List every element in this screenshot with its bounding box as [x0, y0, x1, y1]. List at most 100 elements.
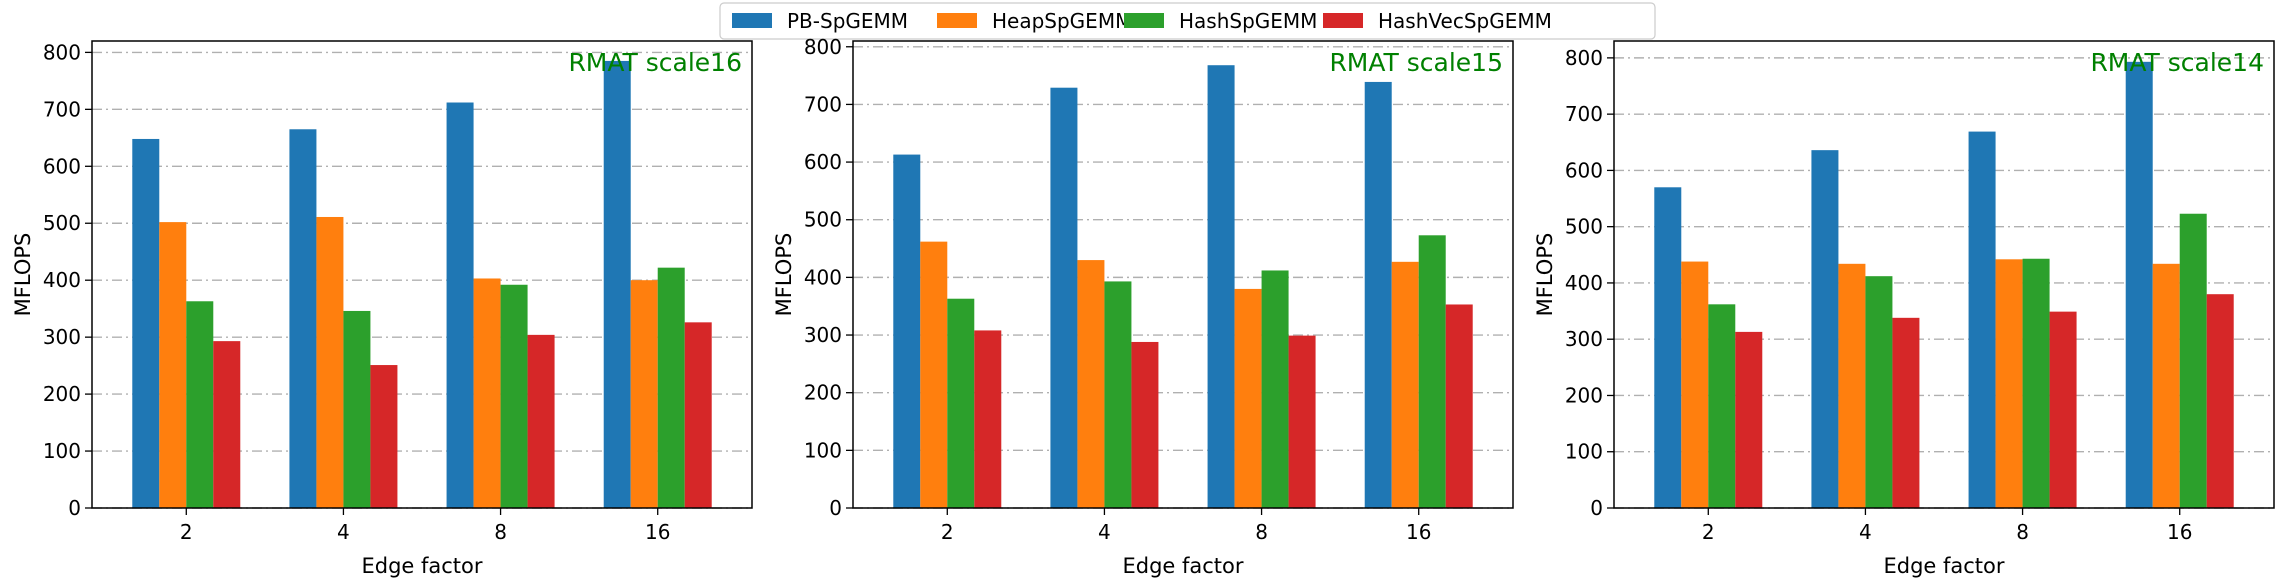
y-tick-label: 700 [1565, 102, 1603, 126]
y-tick-label: 200 [804, 381, 842, 405]
bar-hashvecspgemm-8 [527, 334, 555, 508]
y-tick-label: 500 [43, 211, 81, 235]
bar-heapspgemm-16 [1391, 261, 1419, 508]
y-tick-label: 700 [43, 97, 81, 121]
y-axis-label: MFLOPS [1533, 233, 1557, 317]
y-tick-label: 100 [1565, 440, 1603, 464]
x-tick-label: 2 [180, 520, 193, 544]
bar-pb-spgemm-4 [1050, 87, 1078, 508]
bar-heapspgemm-8 [1234, 288, 1262, 508]
bar-hashspgemm-8 [2022, 258, 2050, 508]
chart-panel-rmat-scale15: 0 100 200 300 400 500 600 700 800 2 4 8 16 Edge facto… [772, 35, 1514, 578]
y-tick-label: 800 [43, 40, 81, 64]
legend-label-pb-spgemm: PB-SpGEMM [787, 9, 908, 33]
y-tick-label: 300 [1565, 327, 1603, 351]
chart-panel-rmat-scale16: 0 100 200 300 400 500 600 700 800 2 4 8 16 Edge facto… [11, 40, 753, 578]
y-tick-label: 700 [804, 92, 842, 116]
x-tick-label: 2 [941, 520, 954, 544]
legend-swatch-heapspgemm [937, 13, 977, 28]
plot-frame [852, 40, 1514, 509]
panel-title: RMAT scale15 [1329, 48, 1503, 77]
plot-frame [1613, 40, 2275, 509]
bar-pb-spgemm-8 [1207, 65, 1235, 508]
x-tick-label: 4 [1859, 520, 1872, 544]
y-tick-label: 400 [804, 265, 842, 289]
x-tick-label: 2 [1702, 520, 1715, 544]
bar-hashspgemm-8 [1261, 270, 1289, 508]
y-tick-label: 600 [43, 154, 81, 178]
bar-heapspgemm-16 [630, 280, 658, 508]
legend-box [719, 2, 1656, 40]
y-tick-label: 0 [829, 496, 842, 520]
bar-hashspgemm-16 [1418, 235, 1446, 509]
y-tick-label: 800 [1565, 46, 1603, 70]
y-tick-label: 400 [43, 268, 81, 292]
bar-heapspgemm-2 [159, 222, 187, 509]
y-tick-label: 600 [804, 150, 842, 174]
bar-hashvecspgemm-16 [1445, 304, 1473, 508]
bar-hashvecspgemm-16 [2206, 294, 2234, 508]
bar-hashspgemm-2 [947, 298, 975, 508]
legend-swatch-hashspgemm [1124, 13, 1164, 28]
y-tick-label: 300 [804, 323, 842, 347]
plot-frame [91, 40, 753, 509]
bar-pb-spgemm-8 [446, 102, 474, 508]
bar-heapspgemm-4 [1077, 260, 1105, 508]
bar-pb-spgemm-4 [289, 129, 317, 508]
bar-hashspgemm-4 [1104, 281, 1132, 508]
bar-hashvecspgemm-2 [974, 330, 1002, 508]
bar-heapspgemm-4 [1838, 263, 1866, 508]
bar-heapspgemm-8 [473, 278, 501, 508]
bar-hashvecspgemm-8 [1288, 335, 1316, 508]
x-tick-label: 8 [2016, 520, 2029, 544]
bar-pb-spgemm-2 [1654, 187, 1682, 508]
bar-heapspgemm-2 [920, 241, 948, 509]
bar-heapspgemm-4 [316, 216, 344, 509]
bar-pb-spgemm-2 [893, 154, 921, 508]
y-tick-label: 100 [804, 438, 842, 462]
x-tick-label: 16 [645, 520, 670, 544]
bar-hashspgemm-2 [186, 301, 214, 508]
x-tick-label: 16 [1406, 520, 1431, 544]
y-tick-label: 500 [804, 208, 842, 232]
y-tick-label: 200 [1565, 383, 1603, 407]
y-tick-label: 100 [43, 439, 81, 463]
bar-hashspgemm-4 [343, 310, 371, 508]
bar-hashvecspgemm-4 [1892, 317, 1920, 508]
bar-hashvecspgemm-4 [370, 365, 398, 508]
x-tick-label: 8 [1255, 520, 1268, 544]
bar-hashspgemm-4 [1865, 276, 1893, 508]
x-axis-label: Edge factor [1122, 554, 1243, 578]
y-tick-label: 600 [1565, 158, 1603, 182]
y-tick-label: 300 [43, 325, 81, 349]
bar-pb-spgemm-16 [2125, 61, 2153, 508]
bar-hashspgemm-16 [657, 267, 685, 508]
legend-swatch-pb-spgemm [732, 13, 772, 28]
legend-label-heapspgemm: HeapSpGEMM [992, 9, 1132, 33]
bar-pb-spgemm-16 [1364, 81, 1392, 508]
x-tick-label: 4 [1098, 520, 1111, 544]
panel-title: RMAT scale14 [2090, 48, 2264, 77]
y-tick-label: 500 [1565, 215, 1603, 239]
bar-pb-spgemm-16 [603, 60, 631, 509]
legend-swatch-hashvecspgemm [1323, 13, 1363, 28]
bar-hashspgemm-8 [500, 284, 528, 508]
bar-hashspgemm-16 [2179, 213, 2207, 508]
bar-hashvecspgemm-16 [684, 322, 712, 508]
bar-heapspgemm-2 [1681, 261, 1709, 508]
y-axis-label: MFLOPS [11, 233, 35, 317]
y-tick-label: 200 [43, 382, 81, 406]
bar-pb-spgemm-8 [1968, 131, 1996, 509]
y-tick-label: 0 [1590, 496, 1603, 520]
legend: PB-SpGEMM HeapSpGEMM HashSpGEMM HashVecSpGE… [719, 2, 1656, 40]
x-tick-label: 8 [494, 520, 507, 544]
x-tick-label: 4 [337, 520, 350, 544]
panel-title: RMAT scale16 [568, 48, 742, 77]
x-axis-label: Edge factor [1883, 554, 2004, 578]
legend-label-hashvecspgemm: HashVecSpGEMM [1378, 9, 1552, 33]
x-axis-label: Edge factor [361, 554, 482, 578]
bar-heapspgemm-16 [2152, 263, 2180, 508]
chart-panel-rmat-scale14: 0 100 200 300 400 500 600 700 800 2 4 8 16 Edge facto… [1533, 40, 2275, 578]
bar-hashspgemm-2 [1708, 304, 1736, 508]
